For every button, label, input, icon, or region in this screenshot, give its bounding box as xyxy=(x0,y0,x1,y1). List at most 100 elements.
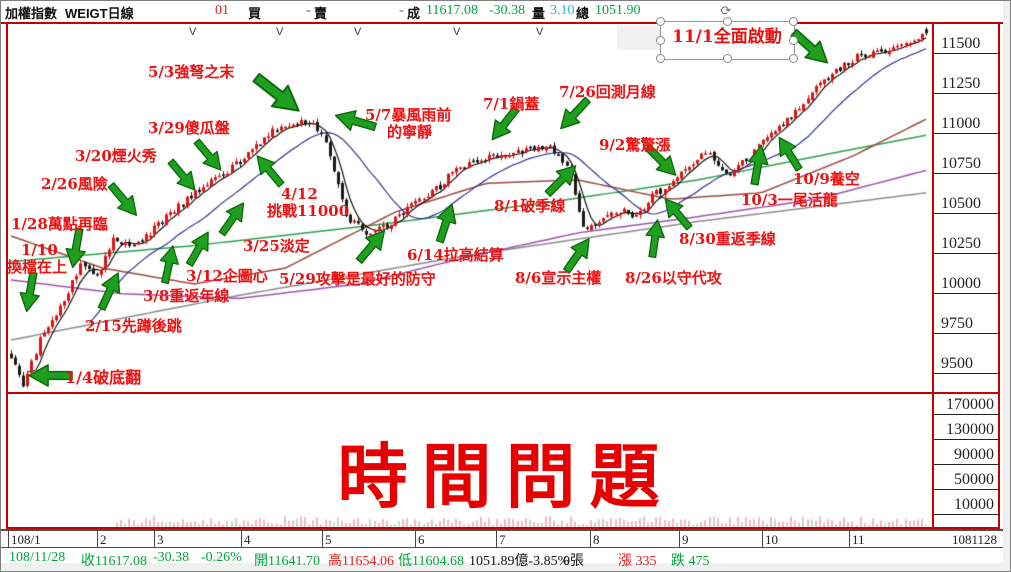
annotation[interactable]: 8/30重返季線 xyxy=(679,231,776,248)
annotation-label: 換檔在上 xyxy=(7,257,68,276)
axis-right-border xyxy=(998,22,1000,528)
selection-handle[interactable] xyxy=(656,54,665,63)
selection-handle[interactable] xyxy=(656,17,665,26)
x-axis-tick xyxy=(154,531,155,547)
annotation[interactable]: 4/12 挑戰11000 xyxy=(267,186,349,220)
x-axis-tick xyxy=(8,531,9,547)
green-arrow-icon xyxy=(544,165,577,197)
x-axis-tick xyxy=(849,531,850,547)
annotation[interactable]: 1/10 換檔在上 xyxy=(7,242,67,276)
x-axis-label: 8 xyxy=(593,532,600,547)
x-axis-label: 3 xyxy=(157,532,164,547)
annotation-label: 7/1鍋蓋 xyxy=(483,95,540,113)
annotation[interactable]: 1/28萬點再臨 xyxy=(11,216,108,233)
rotate-handle[interactable]: ⟳ xyxy=(720,4,732,19)
x-axis-row: 108/1 2 3 4 5 6 7 8 9 10 11 1081128 xyxy=(1,529,1003,548)
selection-handle[interactable] xyxy=(789,35,798,45)
x-axis-label: 10 xyxy=(765,532,778,547)
volume-axis-tick xyxy=(934,514,1000,515)
volume-axis-tick xyxy=(934,489,1000,490)
selection-handle[interactable] xyxy=(722,54,732,63)
status-field: 1051.89億-3.85% xyxy=(469,554,570,569)
price-axis-tick xyxy=(934,93,1000,94)
green-arrow-icon xyxy=(645,219,665,259)
annotation[interactable]: 7/1鍋蓋 xyxy=(483,96,539,113)
green-arrow-icon xyxy=(491,105,520,141)
price-axis-tick xyxy=(934,173,1000,174)
annotation[interactable]: 10/3一尾活龍 xyxy=(741,192,838,209)
status-field: 低11604.68 xyxy=(398,554,464,569)
v-marker-icon: V xyxy=(189,26,197,38)
annotation[interactable]: 7/26回測月線 xyxy=(559,84,656,101)
volume-axis-label: 170000 xyxy=(946,396,994,413)
price-axis-label: 11250 xyxy=(941,75,981,92)
green-arrow-icon xyxy=(28,364,73,387)
annotation-label: 10/9養空 xyxy=(793,170,860,188)
annotation[interactable]: 8/6宣示主權 xyxy=(515,270,601,287)
x-axis-label: 108/1 xyxy=(11,532,41,547)
price-axis-tick xyxy=(934,293,1000,294)
annotation-label: 2/26風險 xyxy=(41,175,108,193)
volume-pane-title: 時間問題 xyxy=(337,435,674,518)
total-value: 1051.90 xyxy=(595,3,641,18)
annotation[interactable]: 1/4破底翻 xyxy=(65,369,141,387)
annotation[interactable]: 5/7暴風雨前 的寧靜 xyxy=(365,107,451,141)
green-arrow-icon xyxy=(19,271,40,313)
green-arrow-icon xyxy=(159,245,179,285)
green-arrow-icon xyxy=(560,96,591,130)
annotation[interactable]: 3/8重返年線 xyxy=(143,288,229,305)
annotation-label: 3/12企圖心 xyxy=(186,267,268,285)
green-arrow-icon xyxy=(748,144,769,186)
buy-value: - xyxy=(306,3,311,18)
annotation[interactable]: 2/15先蹲後跳 xyxy=(85,318,182,335)
selection-handle[interactable] xyxy=(722,17,732,26)
x-axis-tick xyxy=(241,531,242,547)
price-axis-tick xyxy=(934,133,1000,134)
annotation[interactable]: 10/9養空 xyxy=(793,171,860,188)
selection-handle[interactable] xyxy=(789,17,798,26)
annotation[interactable]: 9/2驚驚漲 xyxy=(599,137,670,154)
green-arrow-icon xyxy=(562,238,590,274)
annotation-label: 5/29攻擊是最好的防守 xyxy=(279,270,436,288)
volume-axis-tick xyxy=(934,464,1000,465)
annotation[interactable]: 5/29攻擊是最好的防守 xyxy=(279,271,436,288)
annotation-label: 7/26回測月線 xyxy=(559,83,656,101)
quote-code: 01 xyxy=(215,3,229,18)
annotation[interactable]: 3/12企圖心 xyxy=(186,268,268,285)
v-marker-icon: V xyxy=(354,26,362,38)
annotation[interactable]: 3/29傻瓜盤 xyxy=(148,120,230,137)
status-field: 跌 475 xyxy=(671,554,710,569)
annotation[interactable]: 6/14拉高結算 xyxy=(407,247,504,264)
selection-handle[interactable] xyxy=(656,35,665,45)
green-arrow-icon xyxy=(185,231,209,267)
chart-bottom-border xyxy=(6,527,1000,529)
status-field: 收11617.08 xyxy=(81,554,147,569)
annotation[interactable]: 8/1破季線 xyxy=(494,198,565,215)
price-axis-label: 9500 xyxy=(941,355,973,372)
price-axis-label: 10500 xyxy=(941,195,981,212)
annotation[interactable]: 11/1全面啟動 xyxy=(672,27,782,47)
annotation-label: 5/3強弩之末 xyxy=(148,63,235,81)
selection-handle[interactable] xyxy=(789,54,798,63)
price-axis-label: 10750 xyxy=(941,155,981,172)
annotation-label: 6/14拉高結算 xyxy=(407,246,504,264)
annotation[interactable]: 3/25淡定 xyxy=(243,238,310,255)
status-field: 高11654.06 xyxy=(328,554,394,569)
status-field: 漲 335 xyxy=(618,554,657,569)
price-axis-label: 9750 xyxy=(941,315,973,332)
green-arrow-icon xyxy=(97,272,121,311)
green-arrow-icon xyxy=(193,138,222,171)
volume-axis-tick xyxy=(934,439,1000,440)
status-field: 108/11/28 xyxy=(9,550,66,565)
volume-axis-label: 50000 xyxy=(954,471,994,488)
sell-label: 賣 xyxy=(314,6,328,21)
annotation[interactable]: 2/26風險 xyxy=(41,176,108,193)
volume-axis-label: 10000 xyxy=(954,496,994,513)
volume-label: 量 xyxy=(532,6,546,21)
volume-value: 3.10 xyxy=(550,3,575,18)
annotation-label: 10/3一尾活龍 xyxy=(741,191,838,209)
annotation[interactable]: 8/26以守代攻 xyxy=(625,270,722,287)
annotation[interactable]: 3/20煙火秀 xyxy=(75,148,157,165)
annotation[interactable]: 5/3強弩之末 xyxy=(148,64,234,81)
